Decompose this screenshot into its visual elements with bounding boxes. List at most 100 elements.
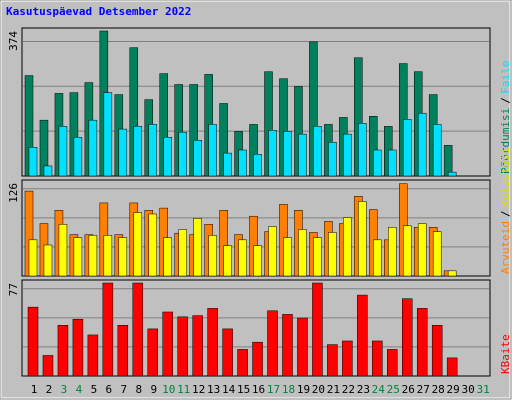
x-tick-label: 22 (342, 383, 355, 396)
x-tick-label: 20 (312, 383, 325, 396)
bar (208, 235, 217, 277)
bar (342, 340, 353, 377)
bar (283, 131, 292, 177)
bar (387, 349, 398, 377)
x-tick-label: 11 (177, 383, 190, 396)
bar (147, 328, 159, 377)
label-separator: / (499, 210, 512, 217)
bar (282, 314, 293, 377)
bar (222, 328, 233, 377)
x-tick-label: 6 (106, 383, 113, 396)
bar (43, 165, 53, 177)
bar (447, 171, 457, 177)
bar (132, 282, 144, 377)
bar (358, 123, 367, 177)
bar (87, 334, 99, 377)
bar (27, 306, 39, 377)
x-tick-label: 13 (207, 383, 220, 396)
bar (133, 212, 143, 277)
bar (297, 317, 308, 377)
bar (388, 149, 397, 177)
bar (57, 325, 69, 377)
x-tick-label: 23 (357, 383, 370, 396)
bar (252, 341, 263, 377)
bar (58, 126, 68, 177)
bar (372, 340, 383, 377)
bar (268, 226, 277, 277)
bar (162, 311, 173, 377)
bar (313, 237, 322, 277)
legend-label: Faile (499, 61, 512, 94)
x-tick-label: 3 (61, 383, 68, 396)
bar (298, 133, 307, 177)
bar (118, 237, 128, 277)
bar (443, 145, 453, 177)
bar (193, 218, 202, 277)
bar (238, 149, 247, 177)
bar (103, 235, 113, 277)
x-tick-label: 5 (91, 383, 98, 396)
bar (403, 119, 412, 177)
bar (417, 112, 427, 177)
bar (253, 245, 262, 277)
bar (327, 344, 338, 377)
x-tick-label: 31 (476, 383, 489, 396)
bar (88, 235, 98, 277)
bar (208, 124, 217, 177)
bar (193, 140, 202, 177)
x-tick-label: 21 (327, 383, 340, 396)
bar (88, 119, 98, 177)
bar (178, 229, 187, 277)
y-tick-label: 77 (7, 283, 20, 296)
bar (328, 232, 337, 277)
bar (237, 349, 248, 377)
bar (207, 308, 218, 377)
bar (312, 282, 323, 377)
bar (283, 237, 292, 277)
x-tick-label: 7 (121, 383, 128, 396)
bar (253, 154, 262, 177)
x-tick-label: 25 (387, 383, 400, 396)
bar (163, 237, 172, 277)
x-tick-label: 30 (462, 383, 475, 396)
legend-label: KBaite (499, 334, 512, 374)
bar (73, 237, 83, 277)
chart-title: Kasutuspäevad Detsember 2022 (6, 5, 191, 18)
x-tick-label: 28 (432, 383, 445, 396)
bar (148, 213, 158, 277)
x-tick-label: 8 (135, 383, 142, 396)
x-tick-label: 27 (417, 383, 430, 396)
x-tick-label: 26 (402, 383, 415, 396)
label-separator: / (499, 97, 512, 104)
legend-label: Külastusi (499, 147, 512, 207)
x-tick-label: 19 (297, 383, 310, 396)
y-tick-label: 374 (7, 31, 20, 51)
bar (163, 136, 172, 177)
bar (313, 126, 322, 177)
bar (42, 355, 54, 377)
bar (118, 128, 128, 177)
x-tick-label: 18 (282, 383, 295, 396)
bar (416, 308, 428, 377)
x-tick-label: 14 (222, 383, 236, 396)
x-tick-label: 1 (31, 383, 38, 396)
x-tick-label: 24 (372, 383, 386, 396)
x-tick-label: 4 (76, 383, 83, 396)
bar (432, 124, 442, 177)
bar (373, 149, 382, 177)
bar (238, 239, 247, 277)
x-tick-label: 9 (150, 383, 157, 396)
bar (268, 130, 277, 177)
bar (28, 239, 38, 277)
bar (192, 315, 203, 377)
bar (178, 131, 187, 177)
bar (298, 229, 307, 277)
bar (72, 318, 84, 377)
bar (403, 225, 412, 277)
x-tick-label: 12 (192, 383, 205, 396)
bar (223, 152, 232, 177)
bar (223, 245, 232, 277)
